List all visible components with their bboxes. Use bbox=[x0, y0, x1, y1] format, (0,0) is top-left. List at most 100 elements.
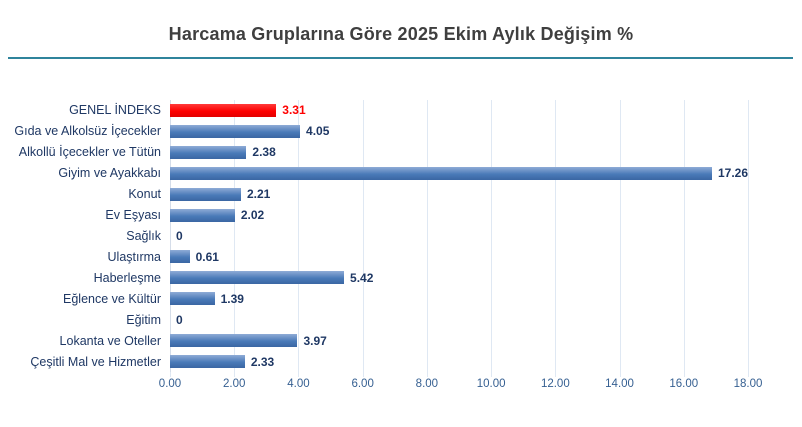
gridline bbox=[491, 100, 493, 372]
bar-row: Konut 2.21 bbox=[0, 184, 802, 205]
value-label: 4.05 bbox=[306, 124, 330, 139]
bar-row: Çeşitli Mal ve Hizmetler 2.33 bbox=[0, 351, 802, 372]
x-tick-label: 6.00 bbox=[351, 378, 374, 390]
bar bbox=[170, 250, 190, 264]
value-label: 17.26 bbox=[717, 166, 748, 181]
gridline bbox=[619, 100, 621, 372]
category-label: Çeşitli Mal ve Hizmetler bbox=[30, 354, 161, 369]
bar-track: 2.02 bbox=[170, 208, 748, 222]
x-tick-label: 16.00 bbox=[669, 378, 699, 390]
gridline bbox=[555, 100, 557, 372]
bar bbox=[170, 187, 241, 201]
gridline bbox=[298, 100, 300, 372]
bar-row: GENEL İNDEKS 3.31 bbox=[0, 100, 802, 121]
gridline bbox=[748, 100, 749, 372]
chart-title: Harcama Gruplarına Göre 2025 Ekim Aylık … bbox=[168, 24, 634, 44]
bar-row: Giyim ve Ayakkabı 17.26 bbox=[0, 163, 802, 184]
grid-layer bbox=[170, 100, 749, 377]
bar-row: Sağlık 0 bbox=[0, 226, 802, 247]
x-tick-label: 0.00 bbox=[158, 378, 182, 390]
bar bbox=[170, 271, 345, 285]
value-label: 2.02 bbox=[240, 208, 265, 223]
bar-track: 0.61 bbox=[170, 250, 748, 264]
category-label: Gıda ve Alkolsüz İçecekler bbox=[14, 124, 161, 139]
bar-track: 2.21 bbox=[170, 187, 748, 201]
bar-row: Eğitim 0 bbox=[0, 309, 802, 330]
category-label: Haberleşme bbox=[93, 270, 161, 285]
bar-track: 0 bbox=[170, 229, 748, 243]
bar bbox=[170, 208, 235, 222]
gridline bbox=[170, 100, 171, 372]
bar-row: Alkollü İçecekler ve Tütün 2.38 bbox=[0, 142, 802, 163]
bar-track: 4.05 bbox=[170, 124, 748, 138]
bar-track: 0 bbox=[170, 313, 748, 327]
category-label: Lokanta ve Oteller bbox=[59, 333, 161, 348]
value-label: 2.33 bbox=[250, 354, 275, 369]
value-label: 0 bbox=[176, 312, 183, 327]
bar-row: Eğlence ve Kültür 1.39 bbox=[0, 288, 802, 309]
bar-track: 2.38 bbox=[170, 145, 748, 159]
category-label: Eğlence ve Kültür bbox=[63, 291, 161, 306]
gridline bbox=[426, 100, 428, 372]
bar bbox=[170, 292, 215, 306]
x-tick-label: 10.00 bbox=[476, 378, 506, 390]
category-label: Ulaştırma bbox=[107, 249, 161, 264]
category-label: Sağlık bbox=[126, 228, 161, 243]
tick-mark bbox=[426, 372, 428, 377]
category-label: GENEL İNDEKS bbox=[69, 103, 161, 118]
category-label: Konut bbox=[128, 187, 161, 202]
value-label: 1.39 bbox=[220, 291, 244, 306]
bar-track: 3.97 bbox=[170, 334, 748, 348]
bar-rows: GENEL İNDEKS 3.31 Gıda ve Alkolsüz İçecekl… bbox=[0, 100, 802, 372]
value-label: 3.31 bbox=[282, 103, 306, 118]
bar-row: Gıda ve Alkolsüz İçecekler 4.05 bbox=[0, 121, 802, 142]
tick-mark bbox=[491, 372, 493, 377]
x-axis: 0.00 2.00 4.00 6.00 8.00 10.00 12.00 14.00 16.00… bbox=[159, 378, 763, 396]
category-label: Alkollü İçecekler ve Tütün bbox=[18, 145, 161, 160]
bar-track: 2.33 bbox=[170, 355, 748, 369]
x-tick-label: 18.00 bbox=[733, 378, 763, 390]
bar bbox=[170, 103, 277, 117]
category-label: Giyim ve Ayakkabı bbox=[58, 166, 161, 181]
tick-mark bbox=[298, 372, 300, 377]
bar-track: 17.26 bbox=[170, 166, 748, 180]
title-underline bbox=[8, 57, 793, 59]
bar bbox=[170, 124, 301, 138]
bar bbox=[170, 334, 298, 348]
gridline bbox=[362, 100, 364, 372]
x-tick-label: 12.00 bbox=[540, 378, 570, 390]
bar bbox=[170, 166, 712, 180]
bar-row: Ev Eşyası 2.02 bbox=[0, 205, 802, 226]
bar-track: 1.39 bbox=[170, 292, 748, 306]
x-tick-label: 2.00 bbox=[223, 378, 246, 390]
value-label: 0 bbox=[176, 228, 183, 243]
chart-area: GENEL İNDEKS 3.31 Gıda ve Alkolsüz İçecekl… bbox=[0, 100, 802, 377]
value-label: 2.21 bbox=[246, 187, 271, 202]
tick-mark bbox=[170, 372, 171, 377]
category-label: Ev Eşyası bbox=[105, 208, 161, 223]
bar-row: Haberleşme 5.42 bbox=[0, 267, 802, 288]
tick-mark bbox=[619, 372, 621, 377]
tick-mark bbox=[362, 372, 364, 377]
value-label: 0.61 bbox=[195, 249, 219, 264]
x-tick-label: 14.00 bbox=[605, 378, 634, 390]
value-label: 3.97 bbox=[303, 333, 327, 348]
x-tick-label: 4.00 bbox=[287, 378, 310, 390]
bar-track: 3.31 bbox=[170, 103, 748, 117]
bar bbox=[170, 145, 247, 159]
gridline bbox=[683, 100, 685, 372]
x-tick-label: 8.00 bbox=[415, 378, 439, 390]
value-label: 2.38 bbox=[252, 145, 276, 160]
bar-row: Ulaştırma 0.61 bbox=[0, 246, 802, 267]
tick-mark bbox=[234, 372, 236, 377]
gridline bbox=[234, 100, 236, 372]
bar-track: 5.42 bbox=[170, 271, 748, 285]
tick-mark bbox=[683, 372, 685, 377]
category-label: Eğitim bbox=[126, 312, 161, 327]
tick-mark bbox=[748, 372, 749, 377]
bar-row: Lokanta ve Oteller 3.97 bbox=[0, 330, 802, 351]
value-label: 5.42 bbox=[350, 270, 374, 285]
bar bbox=[170, 355, 245, 369]
tick-mark bbox=[555, 372, 557, 377]
